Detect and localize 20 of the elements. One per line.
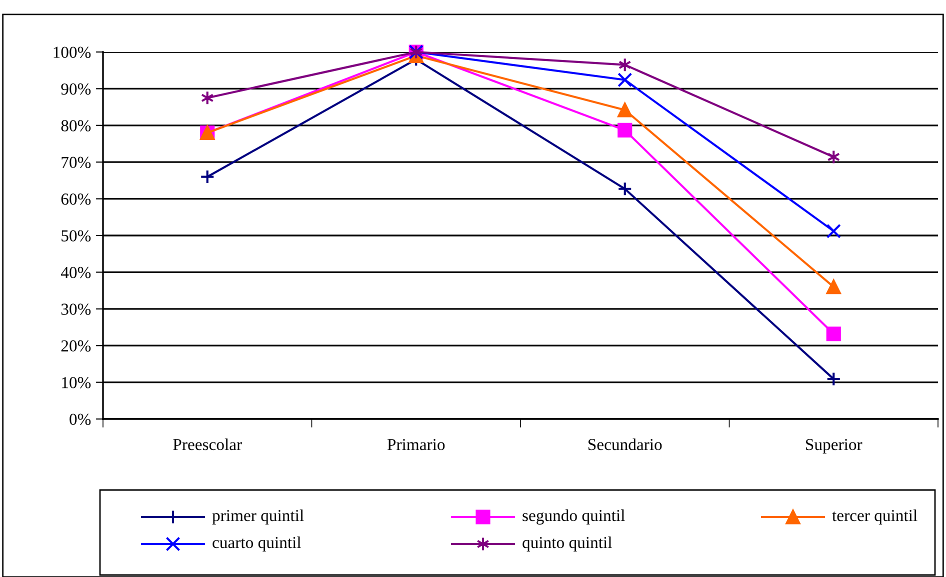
y-tick-label: 80% [61,120,91,132]
legend-label: cuarto quintil [212,536,301,552]
legend-label: tercer quintil [832,509,918,525]
y-tick-label: 20% [61,340,91,352]
y-tick-label: 50% [62,230,91,242]
x-tick-label: Primario [387,438,445,450]
y-tick-label: 100% [54,46,91,58]
x-tick-label: Preescolar [173,438,242,450]
y-tick-label: 30% [61,304,91,315]
y-tick-label: 0% [70,414,91,425]
legend-label: primer quintil [212,509,304,525]
x-tick-label: Secundario [588,438,662,450]
y-tick-label: 10% [62,377,91,388]
x-tick-label: Superior [806,438,862,454]
legend-label: segundo quintil [522,509,625,525]
y-tick-label: 40% [60,266,91,278]
y-tick-label: 60% [61,194,91,205]
y-tick-label: 70% [62,156,91,168]
y-tick-label: 90% [61,83,91,95]
legend-label: quinto quintil [522,536,612,552]
